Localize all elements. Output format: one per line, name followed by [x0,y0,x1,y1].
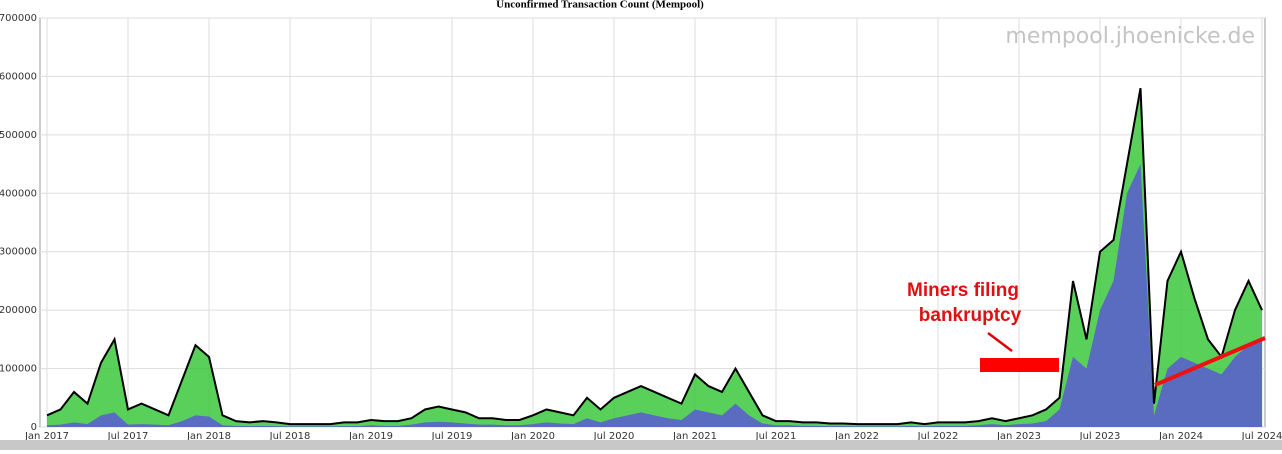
area [47,164,1262,428]
y-tick-label: 300000 [0,247,37,258]
y-tick-label: 100000 [0,364,37,375]
y-tick-label: 600000 [0,71,37,82]
x-tick-label: Jul 2018 [269,431,311,442]
y-tick-label: 500000 [0,130,37,141]
y-tick-label: 200000 [0,305,37,316]
x-tick-label: Jul 2023 [1079,431,1121,442]
arrow [987,332,1013,352]
x-tick-label: Jan 2023 [996,431,1041,442]
x-tick-label: Jul 2021 [755,431,797,442]
x-tick-label: Jul 2017 [107,431,149,442]
y-tick-label: 400000 [0,188,37,199]
chart-title: Unconfirmed Transaction Count (Mempool) [496,0,704,11]
x-tick-label: Jan 2018 [186,431,231,442]
x-tick-label: Jul 2019 [431,431,473,442]
y-tick-label: 0 [31,422,37,433]
x-tick-label: Jan 2021 [672,431,717,442]
plot-frame [39,17,1266,428]
x-tick-label: Jan 2020 [510,431,555,442]
y-tick-label: 700000 [0,13,37,24]
x-tick-label: Jul 2024 [1241,431,1282,442]
x-tick-label: Jan 2022 [834,431,879,442]
x-tick-label: Jan 2017 [24,431,69,442]
x-tick-label: Jan 2019 [348,431,393,442]
trend-line [1154,336,1266,387]
annotation: Miners filing [907,280,1019,301]
x-tick-label: Jul 2022 [917,431,959,442]
scrollbar[interactable] [0,440,1282,450]
watermark: mempool.jhoenicke.de [1005,24,1255,49]
line [46,87,1263,426]
annotation: bankruptcy [919,305,1022,326]
x-tick-label: Jan 2024 [1158,431,1203,442]
x-tick-label: Jul 2020 [593,431,635,442]
highlight-box [980,358,1059,372]
